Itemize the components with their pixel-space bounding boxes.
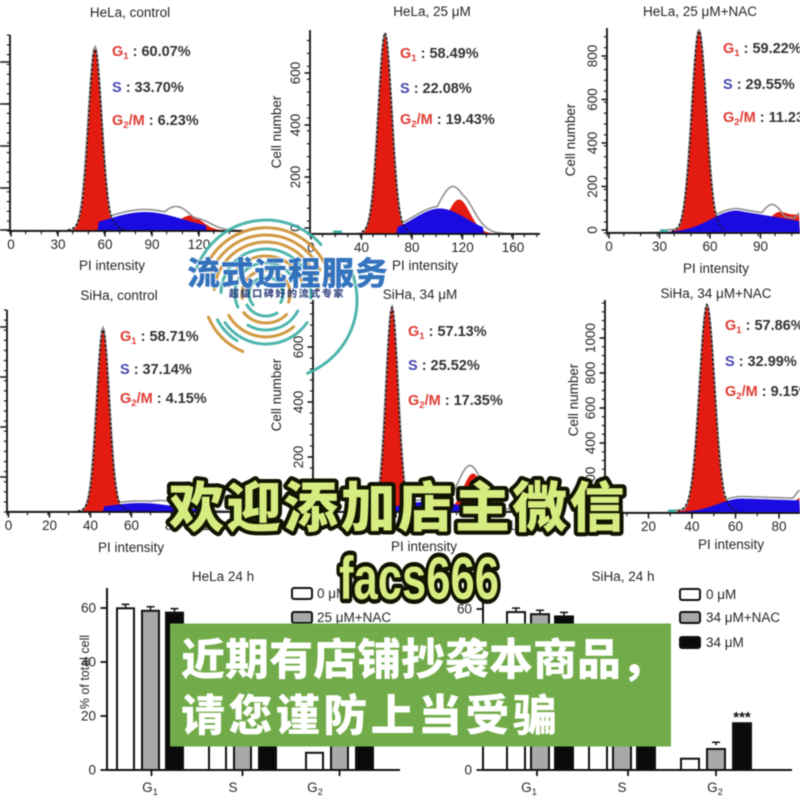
svg-text:S : 22.08%: S : 22.08% [400,81,472,97]
svg-text:S: S [617,780,626,795]
svg-text:0: 0 [88,763,96,778]
svg-text:PI intensity: PI intensity [392,258,458,273]
svg-text:80: 80 [404,240,419,255]
svg-text:0 μM: 0 μM [706,587,736,602]
svg-text:0: 0 [605,239,613,254]
svg-text:S : 37.14%: S : 37.14% [120,362,192,378]
svg-text:G1 : 58.49%: G1 : 58.49% [400,46,479,64]
svg-text:G2/M : 9.15%: G2/M : 9.15% [725,384,800,402]
svg-text:90: 90 [753,239,768,254]
svg-text:20: 20 [42,518,57,533]
svg-text:Cell number: Cell number [563,103,578,176]
svg-text:PI intensity: PI intensity [79,258,145,273]
svg-text:25 μM+NAC: 25 μM+NAC [317,610,391,625]
svg-text:200: 200 [288,166,303,189]
svg-text:0: 0 [5,518,13,533]
svg-text:G1 : 57.86%: G1 : 57.86% [725,318,800,336]
svg-text:120: 120 [451,240,474,255]
svg-text:0: 0 [288,224,303,232]
svg-text:600: 600 [585,88,600,111]
svg-text:S : 25.52%: S : 25.52% [408,358,480,374]
svg-text:G2/M : 4.15%: G2/M : 4.15% [120,391,207,409]
svg-text:SiHa, control: SiHa, control [80,288,157,303]
svg-text:HeLa, 25 μM: HeLa, 25 μM [393,4,471,19]
svg-text:G1 : 58.71%: G1 : 58.71% [120,329,199,347]
svg-text:Cell number: Cell number [269,358,284,431]
svg-text:Cell number: Cell number [566,363,581,436]
svg-text:S : 29.55%: S : 29.55% [723,77,795,93]
svg-text:40: 40 [81,655,96,670]
svg-text:160: 160 [502,240,525,255]
svg-text:SiHa, 34 μM: SiHa, 34 μM [383,287,458,302]
svg-text:200: 200 [291,446,306,469]
svg-text:60: 60 [124,518,139,533]
svg-text:800: 800 [583,362,598,385]
svg-text:Cell number: Cell number [269,95,284,168]
svg-text:G1 : 60.07%: G1 : 60.07% [112,44,191,62]
svg-text:PI intensity: PI intensity [391,539,457,554]
svg-text:SiHa, 34 μM+NAC: SiHa, 34 μM+NAC [661,286,772,301]
svg-text:400: 400 [288,114,303,137]
svg-text:G1 : 59.22%: G1 : 59.22% [723,41,800,59]
svg-text:PI intensity: PI intensity [683,261,749,276]
svg-text:60: 60 [97,237,112,252]
svg-text:SiHa, 24 h: SiHa, 24 h [591,569,654,584]
svg-text:120: 120 [188,237,211,252]
svg-text:800: 800 [585,45,600,68]
svg-text:S : 32.99%: S : 32.99% [725,354,797,370]
svg-text:60: 60 [728,519,743,534]
svg-text:G2/M : 6.23%: G2/M : 6.23% [112,113,199,131]
svg-text:HeLa 24 h: HeLa 24 h [192,569,254,584]
svg-text:HeLa, 25 μM+NAC: HeLa, 25 μM+NAC [643,4,757,19]
svg-text:30: 30 [652,239,667,254]
svg-text:80: 80 [771,519,786,534]
svg-text:S: S [228,780,237,795]
svg-text:60: 60 [457,602,472,617]
svg-text:90: 90 [144,237,159,252]
svg-text:40: 40 [354,240,369,255]
svg-text:PI intensity: PI intensity [698,537,764,552]
svg-text:facs666: facs666 [339,545,499,612]
svg-text:0: 0 [585,226,600,234]
svg-text:400: 400 [585,132,600,155]
svg-text:34 μM: 34 μM [706,635,744,650]
svg-text:0 μM: 0 μM [317,586,347,601]
svg-text:30: 30 [50,237,65,252]
svg-text:G2/M : 19.43%: G2/M : 19.43% [400,112,495,130]
svg-text:HeLa, control: HeLa, control [90,5,170,20]
svg-text:S : 33.70%: S : 33.70% [112,80,184,96]
svg-text:600: 600 [583,397,598,420]
svg-text:PI intensity: PI intensity [98,540,164,555]
svg-text:G2/M : 17.35%: G2/M : 17.35% [408,393,503,411]
svg-text:400: 400 [583,432,598,455]
svg-text:20: 20 [81,709,96,724]
svg-text:***: *** [733,709,751,726]
svg-text:200: 200 [585,175,600,198]
svg-text:G2/M : 11.23%: G2/M : 11.23% [723,110,800,128]
svg-text:1000: 1000 [583,323,598,353]
svg-text:600: 600 [288,62,303,85]
svg-text:34 μM+NAC: 34 μM+NAC [706,610,780,625]
svg-text:600: 600 [291,336,306,359]
svg-text:400: 400 [291,391,306,414]
svg-text:0: 0 [464,763,472,778]
svg-text:20: 20 [641,519,656,534]
svg-text:40: 40 [83,518,98,533]
svg-text:% of total cell: % of total cell [78,635,92,709]
svg-text:40: 40 [684,519,699,534]
svg-text:G1 : 57.13%: G1 : 57.13% [408,324,487,342]
svg-text:0: 0 [7,237,15,252]
svg-text:60: 60 [702,239,717,254]
svg-text:60: 60 [81,601,96,616]
